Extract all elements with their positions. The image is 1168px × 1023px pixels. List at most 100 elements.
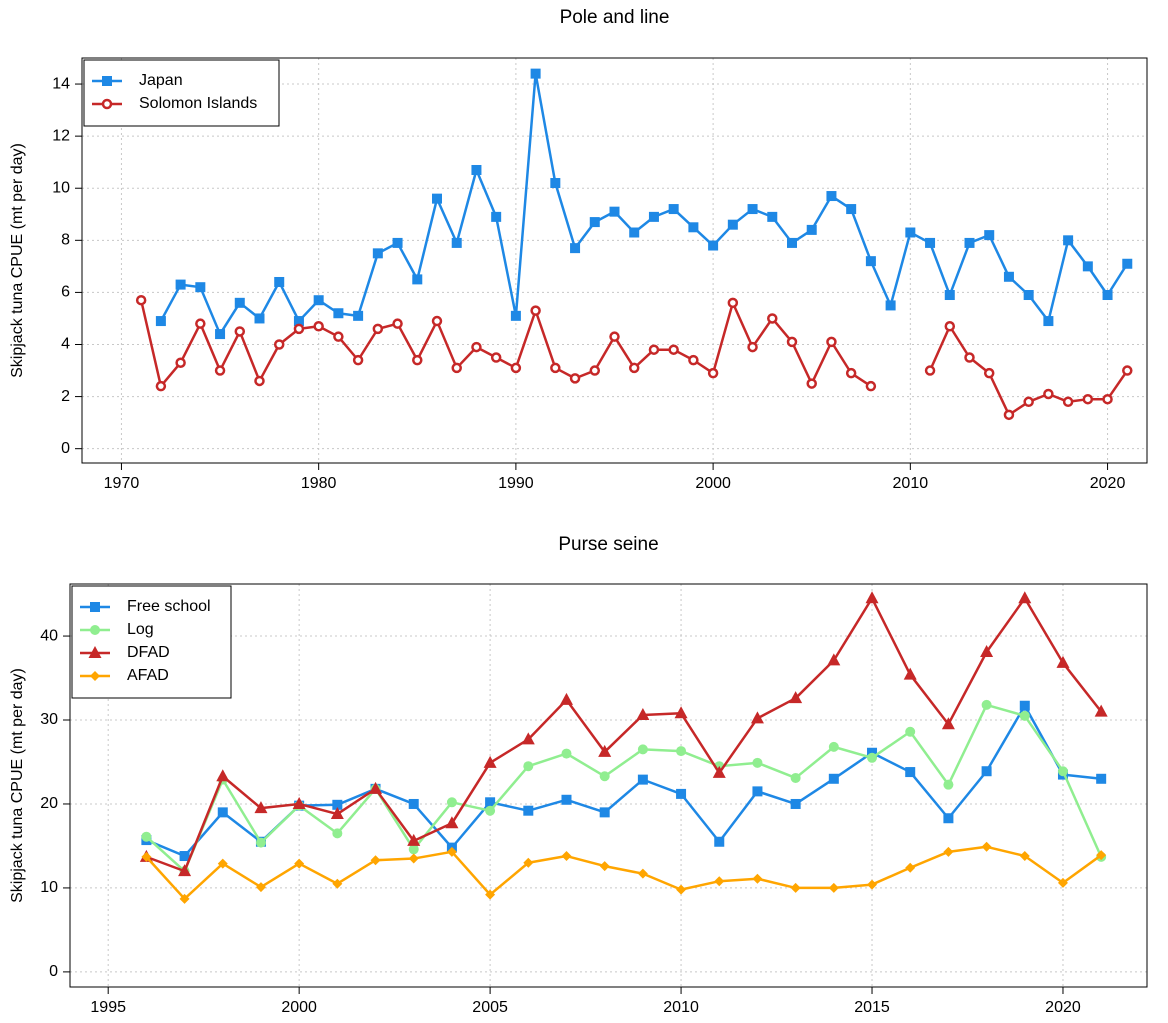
marker (905, 767, 916, 778)
marker (790, 882, 801, 893)
marker (828, 882, 839, 893)
marker (255, 837, 266, 848)
series-line (145, 704, 1102, 858)
marker (254, 801, 268, 814)
marker (924, 365, 936, 376)
series-line (145, 597, 1103, 873)
marker (826, 191, 837, 202)
x-tick-label: 2010 (893, 475, 929, 492)
marker (983, 367, 995, 379)
y-tick-label: 8 (61, 232, 70, 249)
marker (431, 315, 443, 327)
marker (943, 813, 954, 824)
marker (589, 365, 601, 376)
y-tick-label: 10 (52, 179, 70, 196)
y-tick-label: 10 (40, 879, 58, 896)
marker (332, 828, 343, 839)
marker (648, 211, 659, 222)
marker (827, 653, 841, 666)
marker (609, 331, 620, 342)
marker (471, 341, 482, 353)
marker (712, 765, 726, 778)
marker (599, 807, 610, 818)
marker (530, 305, 541, 316)
marker (234, 326, 246, 337)
marker (865, 256, 876, 267)
marker (445, 816, 459, 829)
marker (215, 329, 226, 340)
marker (521, 732, 535, 745)
marker (412, 354, 423, 366)
marker (141, 851, 152, 862)
marker (523, 761, 534, 772)
chart-title: Pole and line (560, 7, 670, 28)
marker (984, 230, 995, 241)
marker (964, 352, 975, 363)
marker (790, 798, 801, 809)
marker (727, 297, 739, 309)
marker (561, 748, 572, 759)
marker (752, 786, 763, 797)
marker (483, 755, 497, 768)
marker (708, 240, 719, 251)
marker (451, 362, 462, 374)
legend: Free school Log DFAD AFAD (71, 585, 232, 699)
marker (636, 707, 650, 720)
marker (570, 243, 581, 254)
legend-marker (101, 98, 113, 110)
marker (707, 367, 719, 379)
marker (491, 211, 502, 222)
marker (865, 380, 877, 392)
y-tick-label: 2 (61, 388, 70, 405)
x-tick-label: 2000 (695, 475, 731, 492)
marker (867, 747, 878, 758)
marker (941, 717, 955, 730)
legend-label: Japan (139, 72, 183, 89)
marker (569, 373, 581, 384)
x-tick-label: 2010 (663, 999, 699, 1016)
legend-marker (90, 625, 100, 635)
marker (637, 744, 648, 755)
legend-label: Log (127, 621, 154, 638)
marker (313, 321, 324, 332)
marker (485, 797, 496, 808)
y-tick-label: 6 (61, 284, 70, 301)
marker (561, 851, 572, 862)
marker (523, 805, 534, 816)
series-line (145, 845, 1102, 901)
marker (674, 706, 688, 719)
marker (1056, 655, 1070, 668)
marker (1096, 773, 1107, 784)
series-line (159, 72, 1129, 336)
marker (254, 313, 265, 324)
x-tick-label: 2000 (281, 999, 317, 1016)
legend-box (83, 59, 280, 127)
marker (676, 788, 687, 799)
marker (392, 237, 403, 248)
marker (234, 297, 245, 308)
x-tick-label: 2005 (472, 999, 508, 1016)
chart-title: Purse seine (558, 534, 658, 555)
plot-frame (81, 57, 1148, 464)
marker (1082, 393, 1094, 405)
marker (446, 846, 457, 857)
marker (550, 178, 561, 189)
marker (273, 339, 285, 350)
marker (179, 893, 190, 904)
x-tick-label: 1980 (301, 475, 337, 492)
marker (332, 799, 343, 810)
marker (806, 378, 817, 389)
marker (293, 316, 304, 327)
marker (750, 711, 764, 724)
x-tick-label: 1995 (90, 999, 126, 1016)
marker (826, 336, 837, 348)
x-tick-label: 2020 (1090, 475, 1126, 492)
marker (561, 794, 572, 805)
marker (559, 692, 573, 705)
marker (1102, 290, 1113, 301)
marker (828, 773, 839, 784)
marker (1102, 393, 1113, 405)
y-tick-label: 20 (40, 795, 58, 812)
marker (490, 352, 502, 363)
series-line (145, 703, 1103, 873)
